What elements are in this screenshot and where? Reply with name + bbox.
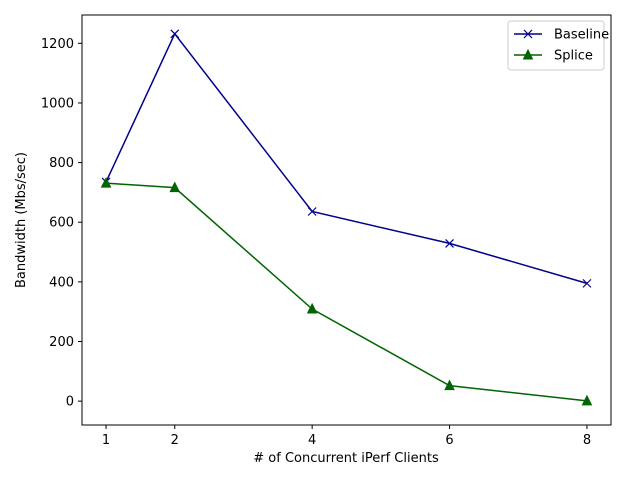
- baseline-point: [170, 29, 180, 39]
- y-tick-label: 0: [66, 395, 74, 410]
- splice-point: [444, 379, 455, 391]
- y-axis-ticks: 0 200 400 600 800 1000 1200: [41, 37, 82, 410]
- y-axis-label: Bandwidth (Mbs/sec): [14, 152, 29, 288]
- x-tick-label: 8: [583, 433, 591, 448]
- x-tick-label: 4: [308, 433, 316, 448]
- splice-point: [306, 302, 318, 314]
- legend: Baseline Splice: [507, 20, 609, 71]
- y-tick-label: 800: [49, 156, 74, 171]
- splice-point: [169, 181, 181, 193]
- x-tick-label: 6: [445, 433, 453, 448]
- y-tick-label: 1200: [41, 37, 74, 52]
- x-axis-label: # of Concurrent iPerf Clients: [253, 451, 439, 466]
- legend-baseline-label: Baseline: [554, 28, 609, 43]
- baseline-point-stroke: [170, 29, 180, 39]
- y-tick-label: 600: [49, 216, 74, 231]
- x-tick-label: 1: [102, 433, 110, 448]
- baseline-point-stroke: [307, 207, 317, 216]
- splice-point: [581, 394, 593, 406]
- splice-point: [100, 177, 112, 188]
- baseline-point: [307, 207, 317, 216]
- baseline-point-stroke: [582, 278, 592, 288]
- series-layer: [100, 29, 593, 406]
- y-tick-label: 1000: [41, 96, 74, 111]
- y-tick-label: 200: [49, 335, 74, 350]
- y-tick-label: 400: [49, 275, 74, 290]
- baseline-point: [582, 278, 592, 288]
- x-tick-label: 2: [171, 433, 179, 448]
- baseline-point: [445, 238, 454, 248]
- legend-baseline-marker: [523, 29, 533, 39]
- legend-splice-label: Splice: [554, 49, 593, 64]
- legend-baseline-marker-stroke: [523, 29, 533, 39]
- x-axis-ticks: 1 2 4 6 8: [102, 425, 591, 448]
- legend-splice-marker: [522, 48, 534, 60]
- baseline-point-stroke: [445, 238, 454, 248]
